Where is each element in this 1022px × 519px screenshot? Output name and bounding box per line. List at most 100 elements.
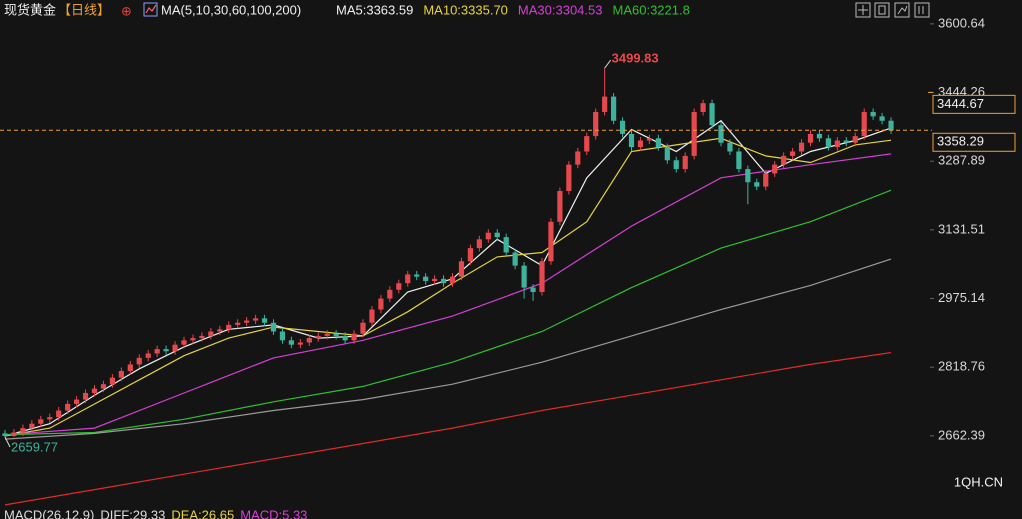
candle-body [315, 335, 321, 339]
price-marker-label-box [932, 94, 1016, 114]
candle-body [163, 349, 169, 352]
candle-body [673, 160, 679, 170]
candle-body [628, 133, 635, 148]
candle-body [790, 151, 796, 156]
candle-body [208, 331, 214, 336]
candle-body [324, 333, 330, 336]
candle-body [772, 164, 778, 174]
plot-area [2, 68, 894, 506]
candle-body [440, 278, 447, 284]
indicator: MA(5,10,30,60,100,200) [161, 2, 301, 17]
candle-body [682, 155, 688, 170]
candle-body [879, 116, 885, 121]
candle-body [378, 298, 384, 310]
candle-body [843, 140, 849, 143]
candle-body [512, 252, 518, 266]
ma-line [4, 258, 892, 440]
candle-body [226, 324, 232, 330]
candle-body [530, 287, 536, 292]
candle-body [834, 140, 840, 148]
legend-item: MA10:3335.70 [423, 2, 508, 17]
y-tick-label: 2818.76 [938, 359, 985, 374]
legend-item: MA5:3363.59 [336, 2, 413, 17]
candle-body [414, 274, 420, 277]
candle-body [56, 410, 62, 418]
candle-body [136, 357, 142, 365]
current-price-label-box [932, 132, 1016, 152]
tool-button[interactable] [855, 2, 871, 18]
ma-line [4, 189, 892, 436]
candle-body [306, 338, 312, 343]
candle-body [852, 136, 858, 143]
candle-body [235, 322, 241, 325]
price-marker-label: 3444.67 [937, 96, 984, 111]
candle-body [575, 151, 581, 165]
candle-body [476, 239, 482, 249]
candle-body [754, 182, 760, 187]
candle-body [557, 191, 563, 222]
candle-body [485, 232, 491, 240]
toolbar [855, 2, 930, 18]
candle-body [360, 322, 366, 334]
candle-body [29, 423, 35, 429]
add-icon[interactable]: ⊕ [121, 3, 132, 18]
candle-body [691, 111, 697, 156]
indicator-icon[interactable] [143, 2, 158, 17]
candle-body [449, 276, 456, 284]
candle-body [11, 432, 17, 437]
candle-body [727, 142, 733, 152]
candle-body [539, 261, 545, 292]
candle-body [700, 103, 706, 112]
candle-body [861, 111, 867, 137]
candle-body [172, 344, 178, 352]
candle-body [458, 261, 465, 277]
candle-body [798, 142, 805, 152]
candle-body [593, 111, 599, 137]
candle-body [82, 392, 89, 400]
candle-body [351, 333, 357, 341]
candle-body [100, 384, 107, 389]
candle-body [244, 320, 250, 323]
candle-body [423, 276, 429, 282]
macd-legend-item: DIFF:29.33 [100, 507, 165, 519]
candle-body [646, 138, 652, 141]
candle-body [297, 342, 303, 345]
tool-icon [878, 5, 886, 15]
tool-icon [897, 5, 908, 15]
candle-body [619, 120, 626, 134]
candle-body [38, 419, 44, 424]
candle-body [74, 399, 80, 404]
candle-body [602, 96, 608, 112]
tool-button[interactable] [874, 2, 890, 18]
candle-body [369, 309, 375, 323]
candle-body [745, 169, 751, 183]
macd-legend: MACD(26,12,9) DIFF:29.33 DEA:26.65 MACD:5.3… [4, 507, 307, 519]
candle-body [2, 433, 8, 437]
ma-line [4, 153, 892, 436]
candle-body [288, 340, 294, 345]
y-tick-label: 3600.64 [938, 15, 985, 30]
tool-button[interactable] [914, 2, 930, 18]
ma-lines [4, 119, 892, 506]
tool-button[interactable] [894, 2, 910, 18]
candle-body [270, 322, 277, 332]
period[interactable]: 【日线】 [58, 2, 110, 17]
low-pointer [4, 436, 11, 448]
candle-body [199, 335, 205, 339]
macd-legend-item: DEA:26.65 [171, 507, 234, 519]
candle-body [888, 120, 894, 131]
candle-body [342, 335, 348, 341]
watermark: 1QH.CN [954, 474, 1003, 489]
candle-body [181, 340, 187, 345]
candle-body [261, 318, 268, 323]
candle-body [718, 125, 724, 143]
candle-body [145, 353, 151, 358]
candle-body [109, 377, 115, 385]
candle-body [405, 274, 411, 284]
candle-body [664, 147, 670, 161]
candle-body [870, 111, 876, 117]
candle-body [816, 133, 823, 139]
high-pointer [604, 59, 612, 69]
